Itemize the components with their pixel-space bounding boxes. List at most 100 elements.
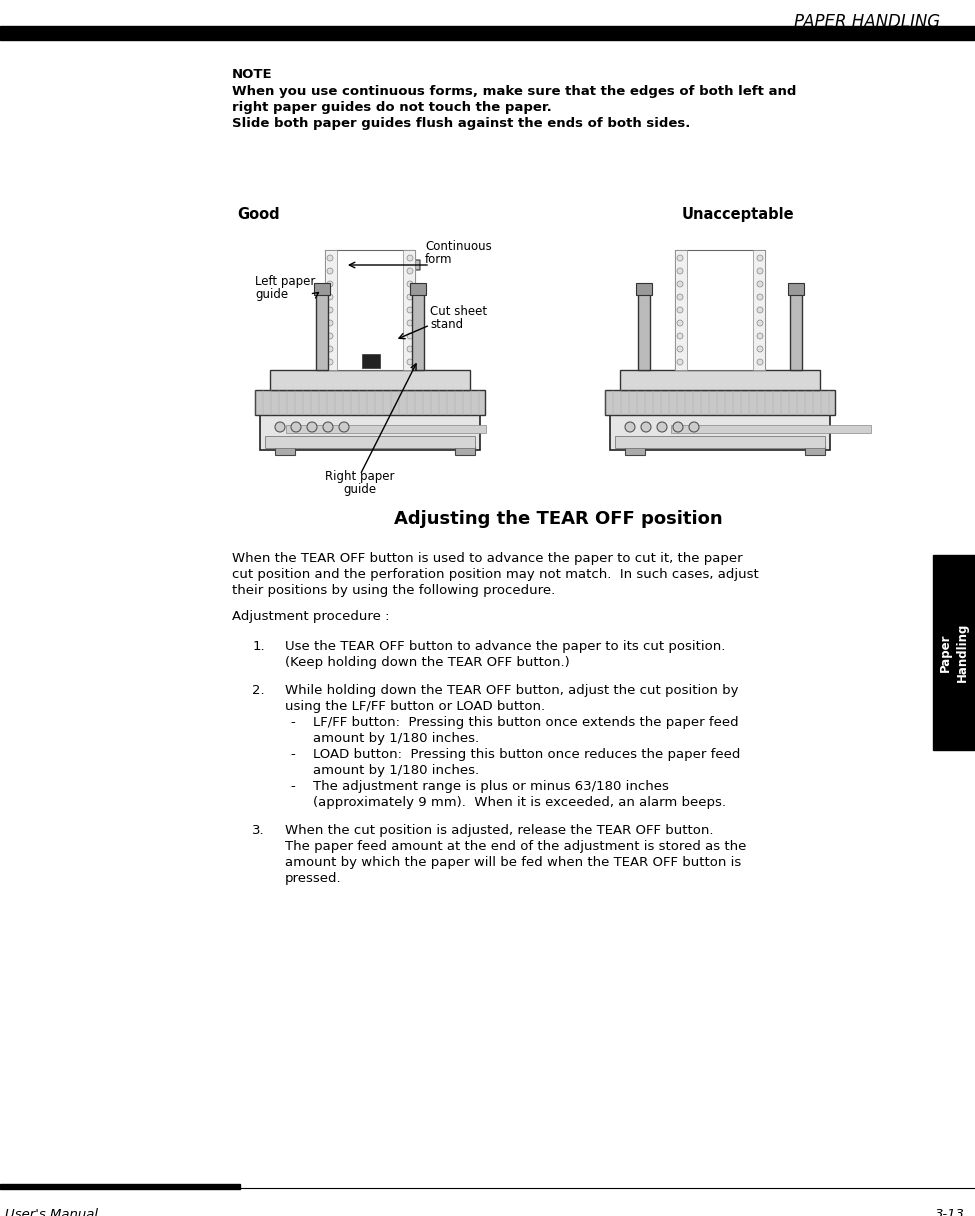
Circle shape xyxy=(291,422,301,432)
Bar xyxy=(314,283,330,295)
Text: 3-13: 3-13 xyxy=(935,1207,965,1216)
Circle shape xyxy=(339,422,349,432)
Text: LF/FF button:  Pressing this button once extends the paper feed: LF/FF button: Pressing this button once … xyxy=(313,716,739,730)
Text: guide: guide xyxy=(343,483,376,496)
Text: The adjustment range is plus or minus 63/180 inches: The adjustment range is plus or minus 63… xyxy=(313,779,669,793)
Text: When you use continuous forms, make sure that the edges of both left and: When you use continuous forms, make sure… xyxy=(232,85,797,98)
Bar xyxy=(275,447,295,455)
Circle shape xyxy=(677,347,683,351)
Bar xyxy=(625,447,645,455)
Circle shape xyxy=(757,294,763,300)
Bar xyxy=(675,250,765,370)
Circle shape xyxy=(625,422,635,432)
Text: While holding down the TEAR OFF button, adjust the cut position by: While holding down the TEAR OFF button, … xyxy=(285,683,738,697)
Text: guide: guide xyxy=(255,288,289,302)
Bar xyxy=(260,415,480,450)
Text: 1.: 1. xyxy=(253,640,265,653)
Circle shape xyxy=(323,422,333,432)
Bar xyxy=(270,370,470,390)
Circle shape xyxy=(677,333,683,339)
Bar xyxy=(316,285,328,370)
Text: Paper
Handling: Paper Handling xyxy=(939,623,969,682)
Circle shape xyxy=(327,255,333,261)
Bar xyxy=(615,437,825,447)
Bar xyxy=(675,250,687,370)
Bar xyxy=(610,415,830,450)
Bar xyxy=(403,250,415,370)
Bar xyxy=(255,390,485,415)
Text: 3.: 3. xyxy=(253,824,265,837)
Circle shape xyxy=(673,422,683,432)
Bar xyxy=(638,285,650,370)
Bar xyxy=(286,426,486,433)
Bar xyxy=(788,283,804,295)
Text: form: form xyxy=(425,253,452,266)
Circle shape xyxy=(757,347,763,351)
Bar xyxy=(362,354,380,368)
Circle shape xyxy=(407,268,413,274)
Text: (approximately 9 mm).  When it is exceeded, an alarm beeps.: (approximately 9 mm). When it is exceede… xyxy=(313,796,726,809)
Bar xyxy=(805,447,825,455)
Bar xyxy=(0,26,975,40)
Text: Continuous: Continuous xyxy=(425,240,491,253)
Circle shape xyxy=(407,359,413,365)
Bar xyxy=(455,447,475,455)
Bar xyxy=(412,285,424,370)
Text: amount by 1/180 inches.: amount by 1/180 inches. xyxy=(313,732,479,745)
Circle shape xyxy=(407,347,413,351)
Text: using the LF/FF button or LOAD button.: using the LF/FF button or LOAD button. xyxy=(285,700,545,713)
Bar xyxy=(753,250,765,370)
Circle shape xyxy=(407,320,413,326)
Bar xyxy=(325,250,337,370)
Circle shape xyxy=(407,255,413,261)
Text: amount by 1/180 inches.: amount by 1/180 inches. xyxy=(313,764,479,777)
Circle shape xyxy=(677,359,683,365)
Bar xyxy=(605,390,835,415)
Text: cut position and the perforation position may not match.  In such cases, adjust: cut position and the perforation positio… xyxy=(232,568,759,581)
Text: -: - xyxy=(291,779,295,793)
Circle shape xyxy=(641,422,651,432)
Text: When the TEAR OFF button is used to advance the paper to cut it, the paper: When the TEAR OFF button is used to adva… xyxy=(232,552,743,565)
Circle shape xyxy=(327,294,333,300)
Circle shape xyxy=(327,268,333,274)
Text: right paper guides do not touch the paper.: right paper guides do not touch the pape… xyxy=(232,101,552,114)
Text: Right paper: Right paper xyxy=(326,471,395,483)
Text: -: - xyxy=(291,716,295,730)
Circle shape xyxy=(327,306,333,313)
Bar xyxy=(620,370,820,390)
Circle shape xyxy=(677,255,683,261)
Bar xyxy=(265,437,475,447)
Text: 2.: 2. xyxy=(253,683,265,697)
Circle shape xyxy=(407,281,413,287)
Circle shape xyxy=(275,422,285,432)
Text: Adjusting the TEAR OFF position: Adjusting the TEAR OFF position xyxy=(394,510,722,528)
Circle shape xyxy=(677,320,683,326)
Text: Slide both paper guides flush against the ends of both sides.: Slide both paper guides flush against th… xyxy=(232,117,690,130)
Text: When the cut position is adjusted, release the TEAR OFF button.: When the cut position is adjusted, relea… xyxy=(285,824,714,837)
Text: -: - xyxy=(291,748,295,761)
Text: amount by which the paper will be fed when the TEAR OFF button is: amount by which the paper will be fed wh… xyxy=(285,856,741,869)
Polygon shape xyxy=(390,260,420,360)
Circle shape xyxy=(327,333,333,339)
Text: Unacceptable: Unacceptable xyxy=(682,207,795,223)
Text: User's Manual: User's Manual xyxy=(5,1207,98,1216)
Text: their positions by using the following procedure.: their positions by using the following p… xyxy=(232,584,555,597)
Circle shape xyxy=(757,281,763,287)
Bar xyxy=(0,1184,240,1189)
Text: Cut sheet: Cut sheet xyxy=(430,305,488,319)
Circle shape xyxy=(757,320,763,326)
Circle shape xyxy=(327,347,333,351)
Circle shape xyxy=(677,281,683,287)
Circle shape xyxy=(757,255,763,261)
Circle shape xyxy=(757,333,763,339)
Text: Adjustment procedure :: Adjustment procedure : xyxy=(232,610,389,623)
Circle shape xyxy=(757,306,763,313)
Circle shape xyxy=(689,422,699,432)
Text: pressed.: pressed. xyxy=(285,872,341,885)
Bar xyxy=(325,250,415,370)
Circle shape xyxy=(327,359,333,365)
Text: LOAD button:  Pressing this button once reduces the paper feed: LOAD button: Pressing this button once r… xyxy=(313,748,740,761)
Text: Use the TEAR OFF button to advance the paper to its cut position.: Use the TEAR OFF button to advance the p… xyxy=(285,640,725,653)
Circle shape xyxy=(327,320,333,326)
Circle shape xyxy=(757,268,763,274)
